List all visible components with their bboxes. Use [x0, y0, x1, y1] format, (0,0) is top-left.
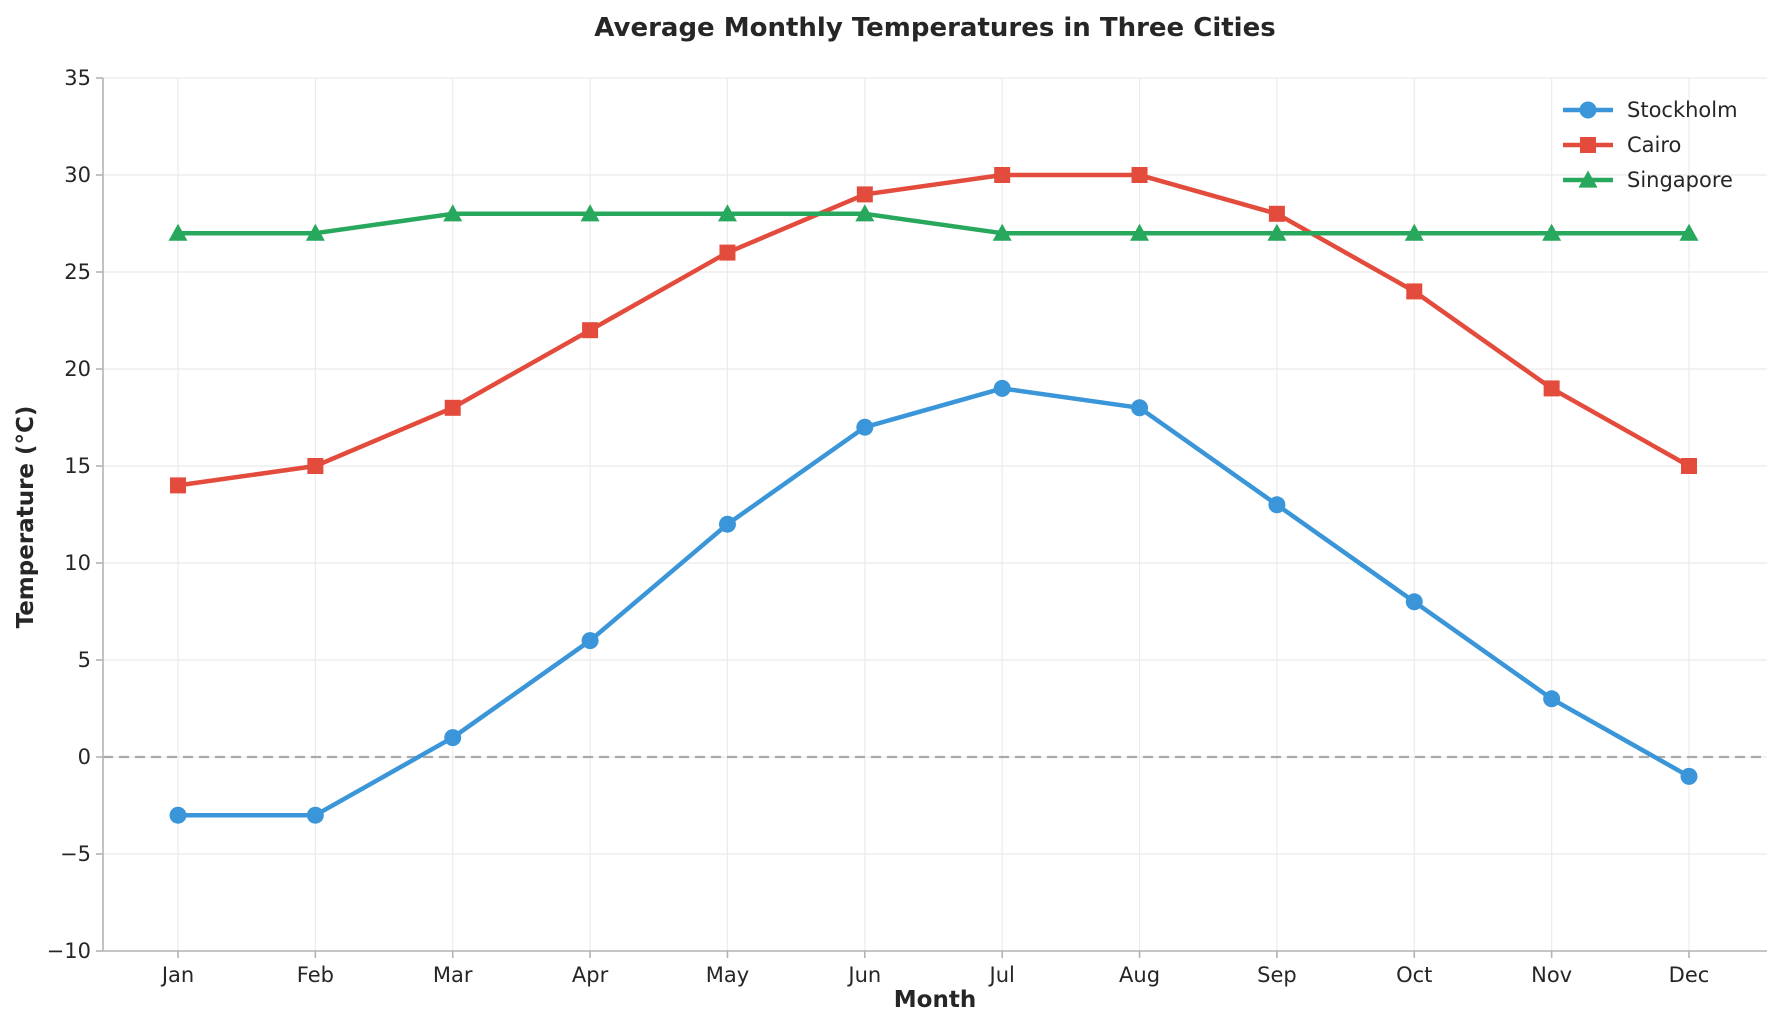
data-point-stockholm — [1405, 593, 1423, 611]
y-tick-label: 25 — [64, 260, 91, 284]
x-axis-label: Month — [894, 987, 976, 1013]
series-line-cairo — [175, 172, 1692, 488]
data-point-stockholm — [1268, 496, 1286, 514]
x-tick-label: Aug — [1119, 963, 1160, 987]
data-point-cairo — [994, 167, 1011, 183]
x-tick-label: Oct — [1396, 963, 1432, 987]
y-tick-label: 10 — [64, 551, 91, 575]
y-tick-label: −10 — [47, 939, 91, 963]
data-point-cairo — [170, 477, 186, 494]
y-tick-label: 5 — [78, 648, 91, 672]
data-point-stockholm — [306, 806, 324, 824]
legend-item-cairo: Cairo — [1563, 133, 1681, 157]
data-point-cairo — [444, 399, 461, 416]
data-point-stockholm — [1680, 767, 1698, 785]
y-axis-label: Temperature (°C) — [13, 406, 39, 629]
legend-swatch-marker — [1579, 101, 1597, 119]
data-point-stockholm — [856, 418, 874, 436]
data-point-stockholm — [169, 806, 187, 824]
series-cairo — [170, 167, 1697, 494]
data-point-singapore — [1542, 223, 1562, 241]
data-point-cairo — [1543, 380, 1560, 397]
x-tick-label: Sep — [1257, 963, 1297, 987]
data-point-singapore — [992, 223, 1012, 241]
y-tick-label: 0 — [78, 745, 91, 769]
data-point-stockholm — [1543, 690, 1561, 708]
data-point-singapore — [1130, 223, 1150, 241]
legend-label: Stockholm — [1627, 98, 1738, 122]
y-tick-label: 30 — [64, 163, 91, 187]
data-point-cairo — [1406, 283, 1423, 300]
data-point-singapore — [717, 204, 737, 222]
x-tick-label: Nov — [1531, 963, 1572, 987]
data-point-singapore — [855, 204, 875, 222]
data-point-stockholm — [1131, 399, 1149, 417]
data-point-singapore — [1404, 223, 1424, 241]
data-point-singapore — [1267, 223, 1287, 241]
legend-label: Singapore — [1627, 168, 1733, 192]
data-point-stockholm — [444, 729, 462, 747]
data-point-singapore — [580, 204, 600, 222]
data-point-stockholm — [581, 632, 599, 650]
data-point-singapore — [443, 204, 463, 222]
data-point-cairo — [307, 458, 324, 474]
data-point-cairo — [1131, 167, 1148, 183]
legend-swatch-marker — [1580, 137, 1596, 153]
axes — [102, 78, 1767, 952]
data-point-singapore — [1679, 223, 1699, 241]
data-series — [168, 167, 1699, 824]
grid — [103, 77, 1767, 952]
series-line-singapore — [175, 211, 1692, 236]
x-tick-label: Mar — [433, 963, 473, 987]
y-tick-label: 15 — [64, 454, 91, 478]
chart-title: Average Monthly Temperatures in Three Ci… — [594, 13, 1275, 43]
legend-item-stockholm: Stockholm — [1563, 98, 1738, 122]
data-point-stockholm — [718, 515, 736, 533]
x-tick-label: Dec — [1669, 963, 1710, 987]
data-point-singapore — [305, 223, 325, 241]
y-tick-label: 35 — [64, 66, 91, 90]
x-tick-label: May — [706, 963, 749, 987]
data-point-cairo — [582, 322, 599, 339]
legend-item-singapore: Singapore — [1563, 168, 1733, 192]
x-tick-label: Jan — [160, 963, 194, 987]
series-singapore — [168, 204, 1699, 241]
data-point-singapore — [168, 223, 188, 241]
data-point-stockholm — [993, 379, 1011, 397]
legend-swatch-marker — [1578, 170, 1598, 188]
legend-label: Cairo — [1627, 133, 1681, 157]
x-tick-label: Jun — [846, 963, 881, 987]
x-axis-ticks: Jan Feb Mar Apr May Jun Jul Aug Sep Oct Nov Dec — [160, 951, 1710, 987]
y-tick-label: 20 — [64, 357, 91, 381]
y-axis-ticks: −10 −5 0 5 10 15 20 25 30 35 — [47, 66, 103, 963]
x-tick-label: Apr — [572, 963, 609, 987]
data-point-cairo — [719, 244, 736, 261]
y-tick-label: −5 — [60, 842, 91, 866]
x-tick-label: Jul — [988, 963, 1015, 987]
data-point-cairo — [856, 186, 873, 203]
series-stockholm — [169, 379, 1698, 824]
series-line-stockholm — [175, 386, 1692, 818]
legend: Stockholm Cairo Singapore — [1563, 98, 1738, 192]
x-tick-label: Feb — [297, 963, 334, 987]
data-point-cairo — [1268, 205, 1285, 222]
data-point-cairo — [1681, 458, 1697, 474]
